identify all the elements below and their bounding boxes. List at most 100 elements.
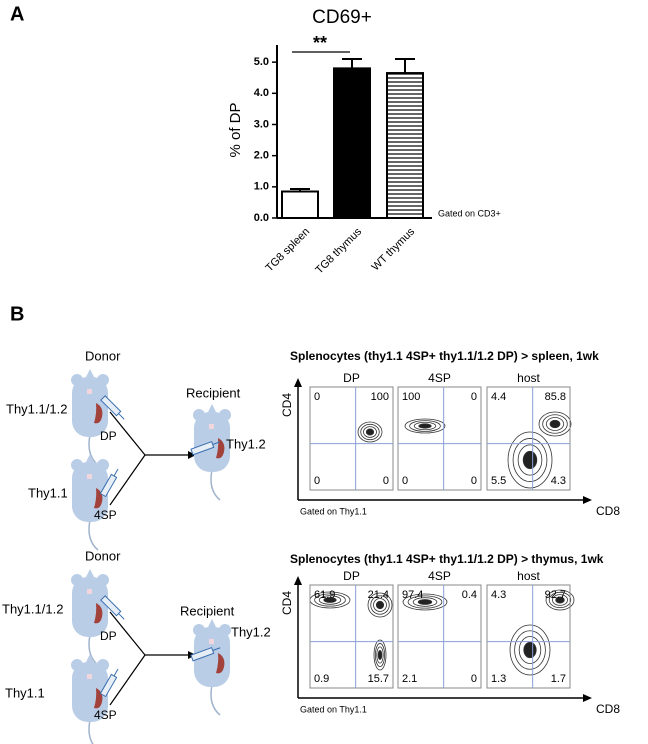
quadrant-value: 0 bbox=[471, 391, 477, 403]
quadrant-value: 2.1 bbox=[402, 673, 417, 685]
flow-arrow bbox=[109, 411, 146, 506]
donor-strain: Thy1.1 bbox=[5, 685, 45, 700]
recipient-label: Recipient bbox=[180, 603, 235, 618]
quadrant-value: 15.7 bbox=[368, 673, 389, 685]
x-tick-label: TG8 thymus bbox=[313, 225, 364, 276]
mouse-nose bbox=[208, 404, 216, 412]
plot-label: host bbox=[517, 569, 540, 583]
contour bbox=[417, 599, 433, 605]
recipient-label: Recipient bbox=[186, 385, 241, 400]
donor-label: Donor bbox=[85, 548, 121, 563]
contour bbox=[545, 589, 575, 611]
y-axis-label: CD4 bbox=[280, 591, 294, 615]
plot-frame bbox=[309, 386, 394, 491]
quadrant-value: 1.3 bbox=[491, 673, 506, 685]
bar bbox=[333, 67, 371, 220]
sp4-label: 4SP bbox=[94, 708, 117, 722]
syringe-icon bbox=[100, 595, 125, 620]
syringe-body bbox=[99, 673, 118, 698]
contour bbox=[509, 624, 551, 676]
x-axis-label: CD8 bbox=[596, 702, 620, 716]
kidney bbox=[216, 438, 225, 459]
syringe-body bbox=[100, 595, 122, 617]
quadrant-value: 0 bbox=[402, 475, 408, 487]
contour bbox=[517, 444, 543, 476]
mouse-icon bbox=[71, 454, 109, 551]
quadrant-value: 100 bbox=[402, 391, 420, 403]
donor-strain: Thy1.1/1.2 bbox=[6, 401, 67, 416]
y-tick-label: 5.0 bbox=[254, 56, 269, 68]
contour bbox=[549, 419, 561, 429]
mouse-nose bbox=[86, 369, 94, 377]
contour bbox=[375, 600, 385, 610]
quadrant-value: 4.3 bbox=[551, 475, 566, 487]
quadrant-value: 4.3 bbox=[491, 589, 506, 601]
y-tick-label: 3.0 bbox=[254, 118, 269, 130]
dp-label: DP bbox=[100, 629, 117, 643]
syringe-needle bbox=[113, 468, 119, 477]
contour bbox=[323, 597, 337, 603]
kidney bbox=[216, 653, 225, 674]
syringe-icon bbox=[190, 647, 221, 662]
panel-label: B bbox=[10, 303, 24, 325]
plot-frame bbox=[486, 386, 571, 491]
mouse-icon bbox=[71, 369, 109, 466]
plot-label: DP bbox=[343, 371, 360, 385]
quadrant-value: 1.7 bbox=[551, 673, 566, 685]
mouse-tail bbox=[88, 519, 99, 551]
syringe-icon bbox=[99, 468, 119, 498]
plot-label: 4SP bbox=[428, 371, 451, 385]
gate-label: Gated on Thy1.1 bbox=[300, 704, 367, 714]
mouse-spot bbox=[87, 674, 92, 679]
significance: ** bbox=[313, 33, 327, 53]
contour bbox=[418, 423, 432, 429]
kidney bbox=[94, 603, 103, 624]
row-title: Splenocytes (thy1.1 4SP+ thy1.1/1.2 DP) … bbox=[290, 349, 599, 363]
syringe-needle bbox=[118, 413, 125, 420]
contour bbox=[357, 421, 383, 443]
arrow-head bbox=[294, 576, 302, 585]
mouse-tail bbox=[88, 719, 94, 744]
row-title: Splenocytes (thy1.1 4SP+ thy1.1/1.2 DP) … bbox=[290, 552, 604, 566]
flow-arrow bbox=[109, 611, 146, 706]
x-axis-label: CD8 bbox=[596, 504, 620, 518]
arrow-head bbox=[188, 451, 196, 459]
contour bbox=[376, 646, 384, 664]
y-tick-label: 1.0 bbox=[254, 181, 269, 193]
syringe-body bbox=[190, 441, 215, 456]
mouse-tail bbox=[210, 684, 221, 716]
quadrant-value: 100 bbox=[371, 391, 389, 403]
syringe-needle bbox=[212, 441, 221, 445]
contour bbox=[373, 639, 387, 671]
contour bbox=[404, 418, 446, 434]
contour bbox=[402, 593, 448, 611]
arrow-head bbox=[294, 378, 302, 387]
contour bbox=[555, 596, 565, 604]
mouse-body bbox=[72, 377, 108, 437]
x-tick-label: TG8 spleen bbox=[263, 226, 312, 275]
syringe-icon bbox=[99, 668, 119, 698]
plot-label: 4SP bbox=[428, 569, 451, 583]
quadrant-value: 0 bbox=[471, 673, 477, 685]
quadrant-value: 97.4 bbox=[402, 589, 423, 601]
contour bbox=[514, 630, 546, 670]
note: Gated on CD3+ bbox=[438, 208, 501, 218]
plot-label: host bbox=[517, 371, 540, 385]
contour bbox=[363, 426, 377, 438]
syringe-needle bbox=[118, 613, 125, 620]
plot-frame bbox=[397, 584, 482, 689]
quadrant-value: 0 bbox=[314, 391, 320, 403]
bar bbox=[281, 190, 319, 219]
contour bbox=[360, 423, 380, 441]
quadrant-value: 0 bbox=[314, 475, 320, 487]
contour bbox=[412, 597, 438, 607]
recipient-strain: Thy1.2 bbox=[226, 436, 266, 451]
mouse-spot bbox=[209, 639, 214, 644]
contour bbox=[542, 414, 568, 434]
quadrant-value: 0 bbox=[471, 475, 477, 487]
syringe-body bbox=[100, 395, 122, 417]
contour bbox=[552, 594, 568, 606]
y-tick-label: 0.0 bbox=[254, 212, 269, 224]
contour bbox=[548, 591, 572, 609]
